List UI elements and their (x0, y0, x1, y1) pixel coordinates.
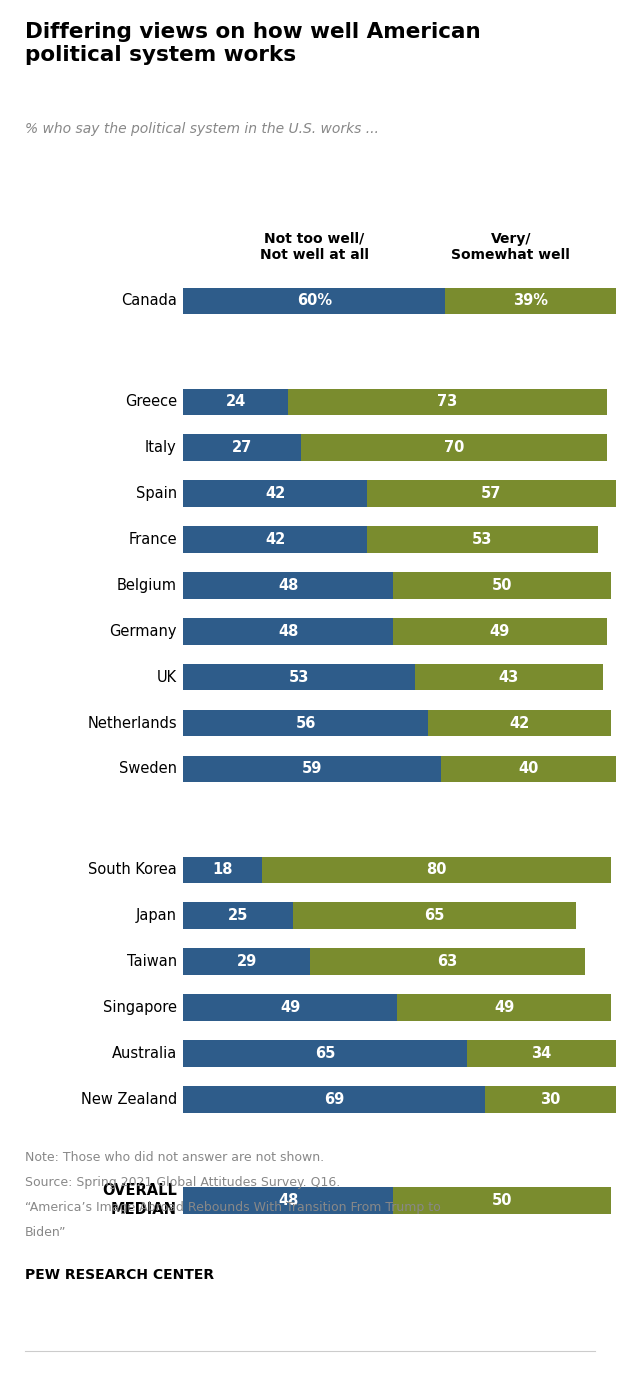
Bar (184, 994, 397, 1020)
Bar (445, 288, 616, 314)
Text: Germany: Germany (109, 624, 177, 639)
Bar (367, 481, 616, 507)
Text: Differing views on how well American
political system works: Differing views on how well American pol… (25, 22, 480, 65)
Bar (393, 573, 611, 599)
Text: 80: 80 (427, 862, 447, 877)
Bar (184, 710, 428, 737)
Text: 70: 70 (444, 441, 464, 456)
Bar (428, 710, 611, 737)
Text: France: France (128, 532, 177, 548)
Bar (301, 435, 607, 461)
Text: Belgium: Belgium (117, 578, 177, 594)
Bar (367, 527, 598, 553)
Text: 24: 24 (226, 395, 246, 410)
Text: 53: 53 (289, 670, 309, 685)
Bar (415, 664, 603, 691)
Bar (184, 664, 415, 691)
Text: 29: 29 (237, 954, 257, 969)
Text: Note: Those who did not answer are not shown.: Note: Those who did not answer are not s… (25, 1151, 324, 1163)
Text: Canada: Canada (121, 293, 177, 309)
Text: 43: 43 (498, 670, 519, 685)
Bar (184, 902, 293, 929)
Text: 56: 56 (296, 716, 316, 731)
Bar (288, 389, 607, 416)
Text: 49: 49 (490, 624, 510, 639)
Text: Australia: Australia (112, 1045, 177, 1061)
Bar (310, 948, 585, 974)
Text: 39%: 39% (513, 293, 548, 309)
Text: Not too well/
Not well at all: Not too well/ Not well at all (260, 232, 369, 263)
Text: 18: 18 (213, 862, 233, 877)
Text: Spain: Spain (136, 486, 177, 502)
Text: Sweden: Sweden (119, 762, 177, 777)
Text: New Zealand: New Zealand (81, 1091, 177, 1106)
Text: South Korea: South Korea (88, 862, 177, 877)
Text: 60%: 60% (297, 293, 332, 309)
Text: Netherlands: Netherlands (87, 716, 177, 731)
Bar (184, 856, 262, 883)
Bar (184, 481, 367, 507)
Text: UK: UK (157, 670, 177, 685)
Text: OVERALL
MEDIAN: OVERALL MEDIAN (102, 1183, 177, 1218)
Text: Singapore: Singapore (103, 999, 177, 1015)
Text: Greece: Greece (125, 395, 177, 410)
Text: Italy: Italy (145, 441, 177, 456)
Bar (293, 902, 577, 929)
Text: 27: 27 (232, 441, 252, 456)
Bar (184, 288, 445, 314)
Bar (184, 435, 301, 461)
Text: 53: 53 (472, 532, 493, 548)
Text: Taiwan: Taiwan (126, 954, 177, 969)
Text: 73: 73 (438, 395, 458, 410)
Text: 50: 50 (492, 578, 512, 594)
Bar (467, 1040, 616, 1066)
Text: “America’s Image Abroad Rebounds With Transition From Trump to: “America’s Image Abroad Rebounds With Tr… (25, 1201, 441, 1213)
Text: PEW RESEARCH CENTER: PEW RESEARCH CENTER (25, 1268, 214, 1282)
Bar (485, 1086, 616, 1112)
Bar (184, 1086, 485, 1112)
Bar (184, 573, 393, 599)
Bar (184, 756, 441, 783)
Text: Biden”: Biden” (25, 1226, 66, 1238)
Text: 25: 25 (228, 908, 248, 923)
Text: Very/
Somewhat well: Very/ Somewhat well (451, 232, 570, 263)
Text: 50: 50 (492, 1193, 512, 1208)
Bar (397, 994, 611, 1020)
Text: 48: 48 (278, 1193, 298, 1208)
Text: 34: 34 (531, 1045, 552, 1061)
Text: 57: 57 (481, 486, 502, 502)
Bar (184, 948, 310, 974)
Bar (184, 389, 288, 416)
Text: 65: 65 (424, 908, 445, 923)
Bar (184, 1187, 393, 1213)
Text: % who say the political system in the U.S. works ...: % who say the political system in the U.… (25, 122, 379, 136)
Text: 30: 30 (540, 1091, 560, 1106)
Text: 65: 65 (315, 1045, 335, 1061)
Bar (262, 856, 611, 883)
Text: 42: 42 (265, 486, 285, 502)
Text: 42: 42 (265, 532, 285, 548)
Text: 48: 48 (278, 624, 298, 639)
Text: 63: 63 (438, 954, 458, 969)
Bar (393, 619, 607, 645)
Bar (441, 756, 616, 783)
Text: Source: Spring 2021 Global Attitudes Survey. Q16.: Source: Spring 2021 Global Attitudes Sur… (25, 1176, 340, 1188)
Text: 49: 49 (280, 999, 301, 1015)
Bar (184, 619, 393, 645)
Text: 40: 40 (518, 762, 539, 777)
Text: 48: 48 (278, 578, 298, 594)
Text: 59: 59 (302, 762, 322, 777)
Text: 49: 49 (494, 999, 515, 1015)
Text: 69: 69 (324, 1091, 344, 1106)
Bar (184, 1040, 467, 1066)
Text: Japan: Japan (136, 908, 177, 923)
Bar (393, 1187, 611, 1213)
Bar (184, 527, 367, 553)
Text: 42: 42 (510, 716, 529, 731)
